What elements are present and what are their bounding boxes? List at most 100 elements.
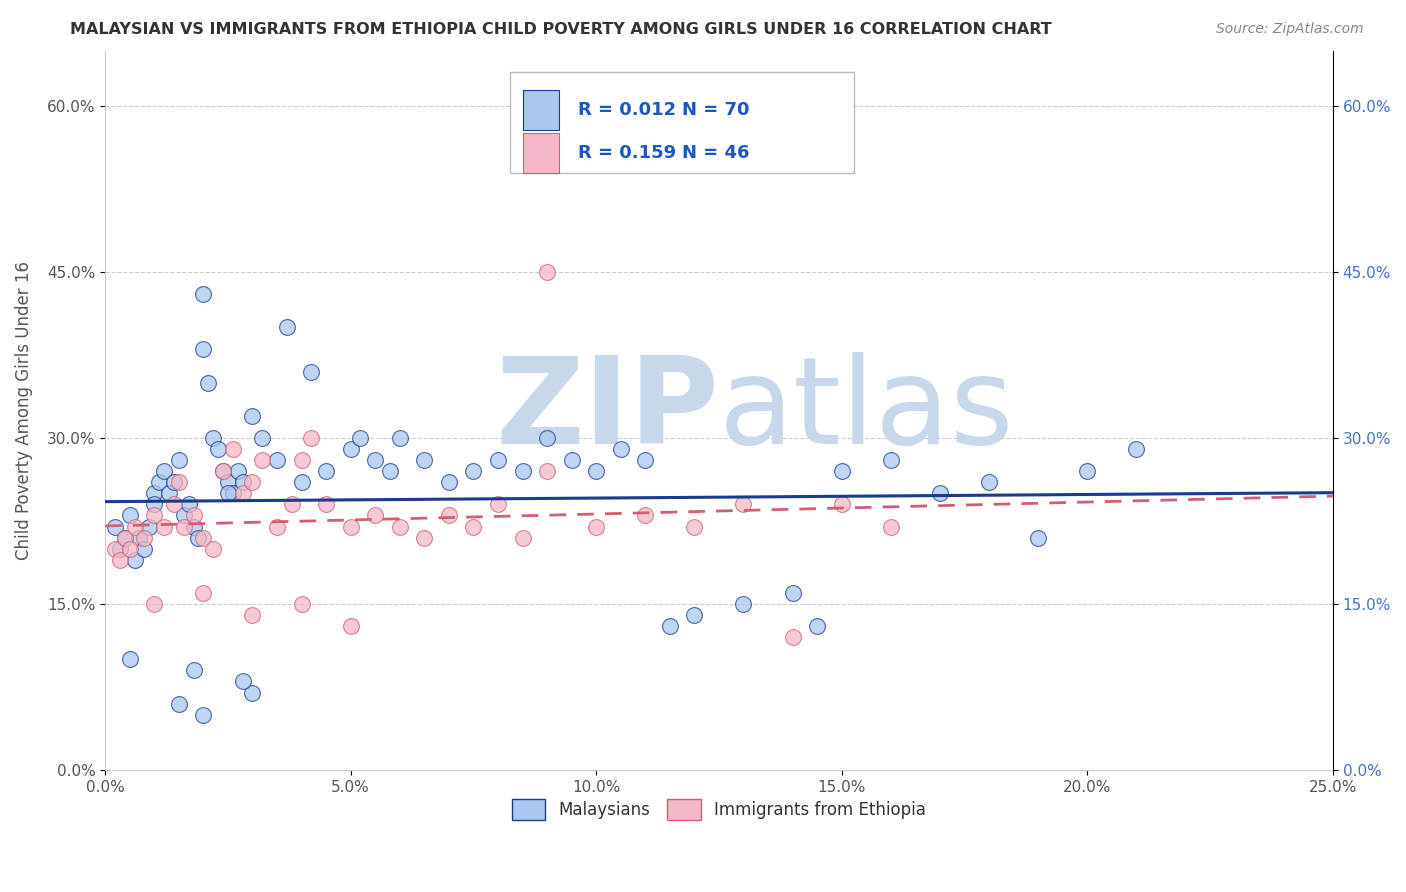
Point bbox=[212, 464, 235, 478]
Point bbox=[977, 475, 1000, 490]
Legend: Malaysians, Immigrants from Ethiopia: Malaysians, Immigrants from Ethiopia bbox=[505, 793, 932, 826]
Point bbox=[299, 365, 322, 379]
Point bbox=[512, 464, 534, 478]
Point bbox=[486, 497, 509, 511]
Point bbox=[108, 553, 131, 567]
Point bbox=[463, 464, 485, 478]
Point bbox=[167, 453, 190, 467]
Point bbox=[280, 497, 302, 511]
Point bbox=[252, 431, 274, 445]
Point bbox=[831, 497, 853, 511]
Point bbox=[202, 541, 225, 556]
Point bbox=[217, 475, 239, 490]
Text: Source: ZipAtlas.com: Source: ZipAtlas.com bbox=[1216, 22, 1364, 37]
Point bbox=[242, 475, 264, 490]
FancyBboxPatch shape bbox=[510, 72, 853, 173]
Text: R = 0.159: R = 0.159 bbox=[578, 145, 676, 162]
Point bbox=[148, 475, 170, 490]
Point bbox=[242, 409, 264, 423]
Point bbox=[266, 519, 288, 533]
Y-axis label: Child Poverty Among Girls Under 16: Child Poverty Among Girls Under 16 bbox=[15, 260, 32, 560]
Text: ZIP: ZIP bbox=[495, 351, 718, 469]
Point bbox=[880, 453, 903, 467]
Point bbox=[388, 431, 411, 445]
Point bbox=[187, 531, 209, 545]
Point bbox=[276, 320, 298, 334]
Point bbox=[339, 619, 361, 633]
Point bbox=[153, 464, 176, 478]
Point bbox=[733, 597, 755, 611]
Point bbox=[1125, 442, 1147, 456]
Point bbox=[290, 597, 312, 611]
Point bbox=[118, 652, 141, 666]
Point bbox=[177, 497, 200, 511]
Point bbox=[561, 453, 583, 467]
Point bbox=[128, 531, 150, 545]
Point bbox=[634, 453, 657, 467]
Point bbox=[157, 486, 180, 500]
Point bbox=[167, 697, 190, 711]
FancyBboxPatch shape bbox=[523, 90, 560, 130]
Point bbox=[378, 464, 401, 478]
Point bbox=[183, 508, 205, 523]
Point bbox=[143, 508, 166, 523]
Point bbox=[193, 343, 215, 357]
Point bbox=[108, 541, 131, 556]
Point bbox=[1026, 531, 1049, 545]
Point bbox=[339, 442, 361, 456]
Point bbox=[212, 464, 235, 478]
Point bbox=[536, 265, 558, 279]
Point bbox=[124, 553, 146, 567]
Point bbox=[217, 486, 239, 500]
Point bbox=[167, 475, 190, 490]
Point bbox=[388, 519, 411, 533]
Point bbox=[315, 497, 337, 511]
Point bbox=[536, 431, 558, 445]
Point bbox=[252, 453, 274, 467]
Text: N = 46: N = 46 bbox=[682, 145, 749, 162]
Point bbox=[463, 519, 485, 533]
Point bbox=[118, 508, 141, 523]
Point bbox=[364, 508, 387, 523]
Point bbox=[609, 442, 631, 456]
Point bbox=[831, 464, 853, 478]
Point bbox=[290, 453, 312, 467]
Point bbox=[226, 464, 249, 478]
Point bbox=[437, 508, 460, 523]
Point bbox=[242, 608, 264, 623]
Point bbox=[585, 464, 607, 478]
Point bbox=[315, 464, 337, 478]
Point bbox=[658, 619, 681, 633]
Point bbox=[207, 442, 229, 456]
Point bbox=[143, 597, 166, 611]
Text: N = 70: N = 70 bbox=[682, 101, 749, 119]
Point bbox=[683, 608, 706, 623]
Point bbox=[266, 453, 288, 467]
Point bbox=[114, 531, 136, 545]
Point bbox=[683, 519, 706, 533]
Point bbox=[183, 519, 205, 533]
Point bbox=[173, 519, 195, 533]
Point bbox=[104, 541, 127, 556]
Point bbox=[197, 376, 219, 390]
Point bbox=[232, 674, 254, 689]
Point bbox=[143, 486, 166, 500]
Point bbox=[1076, 464, 1098, 478]
Point bbox=[143, 497, 166, 511]
Point bbox=[118, 541, 141, 556]
Point bbox=[634, 508, 657, 523]
Point bbox=[124, 519, 146, 533]
Point bbox=[134, 531, 156, 545]
FancyBboxPatch shape bbox=[523, 134, 560, 173]
Point bbox=[153, 519, 176, 533]
Point bbox=[242, 685, 264, 699]
Text: MALAYSIAN VS IMMIGRANTS FROM ETHIOPIA CHILD POVERTY AMONG GIRLS UNDER 16 CORRELA: MALAYSIAN VS IMMIGRANTS FROM ETHIOPIA CH… bbox=[70, 22, 1052, 37]
Point bbox=[202, 431, 225, 445]
Text: R = 0.012: R = 0.012 bbox=[578, 101, 676, 119]
Point bbox=[173, 508, 195, 523]
Point bbox=[486, 453, 509, 467]
Point bbox=[104, 519, 127, 533]
Point bbox=[222, 486, 245, 500]
Point bbox=[349, 431, 371, 445]
Point bbox=[364, 453, 387, 467]
